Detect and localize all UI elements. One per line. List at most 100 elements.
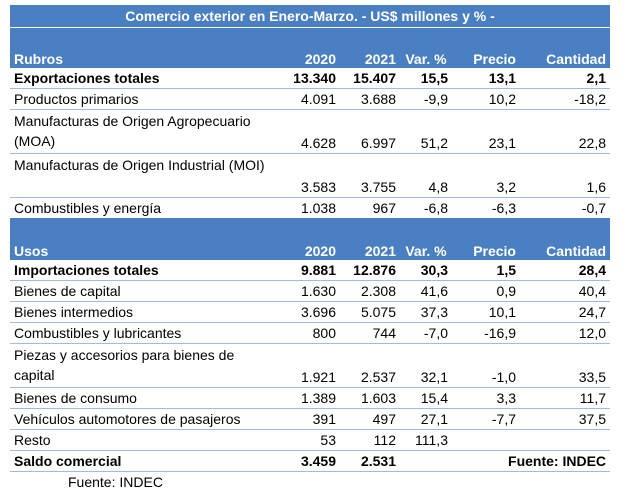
row-value-c2: 1.603 [340, 387, 400, 409]
row-value-c5: 22,8 [520, 109, 611, 154]
row-label: Manufacturas de Origen Agropecuario (MOA… [10, 109, 280, 154]
import-header-row: Usos 2020 2021 Var. % Precio Cantidad [10, 218, 611, 260]
row-value-c2: 3.755 [340, 153, 400, 198]
table-row: Bienes de consumo 1.389 1.603 15,4 3,3 11,7 [10, 387, 611, 409]
row-value-c5: 40,4 [520, 280, 611, 302]
row-value-c3: 51,2 [400, 109, 452, 154]
row-label: Combustibles y energía [10, 197, 280, 220]
row-value-c3: 27,1 [400, 408, 452, 430]
saldo-empty [400, 450, 452, 472]
row-value-c2: 3.688 [340, 88, 400, 110]
row-value-c1: 1.038 [280, 197, 340, 220]
table-row: Vehículos automotores de pasajeros 391 497… [10, 408, 611, 430]
header-cell-c3: Var. % [400, 27, 452, 68]
row-label: Piezas y accesorios para bienes de capit… [10, 343, 280, 388]
row-value-c3: 37,3 [400, 301, 452, 323]
row-value-c5: 37,5 [520, 408, 611, 430]
table-title-row: Comercio exterior en Enero-Marzo. - US$ … [10, 5, 611, 28]
row-label: Manufacturas de Origen Industrial (MOI) [10, 153, 280, 198]
row-value-c3: -7,0 [400, 322, 452, 344]
row-value-c3: -6,8 [400, 197, 452, 220]
row-value-c4: 3,2 [452, 153, 520, 198]
row-value-c5: -0,7 [520, 197, 611, 220]
header-cell-c1: 2020 [280, 27, 340, 68]
table-row: Bienes de capital 1.630 2.308 41,6 0,9 40,4 [10, 280, 611, 302]
row-value-c1: 9.881 [280, 260, 340, 281]
table-row: Manufacturas de Origen Industrial (MOI) 3… [10, 153, 611, 198]
row-value-c5: 11,7 [520, 387, 611, 409]
row-value-c2: 744 [340, 322, 400, 344]
saldo-value-2020: 3.459 [280, 450, 340, 472]
saldo-row: Saldo comercial 3.459 2.531 Fuente: INDEC [10, 450, 611, 472]
table-row: Resto 53 112 111,3 [10, 429, 611, 451]
trade-table: Comercio exterior en Enero-Marzo. - US$ … [10, 5, 611, 472]
row-value-c2: 5.075 [340, 301, 400, 323]
table-row: Piezas y accesorios para bienes de capit… [10, 343, 611, 388]
row-value-c3: -9,9 [400, 88, 452, 110]
row-value-c1: 1.630 [280, 280, 340, 302]
row-value-c4: 10,1 [452, 301, 520, 323]
row-label: Bienes de capital [10, 280, 280, 302]
row-label: Bienes de consumo [10, 387, 280, 409]
header-cell-c2: 2021 [340, 27, 400, 68]
row-value-c5: 28,4 [520, 260, 611, 281]
row-value-c5: 12,0 [520, 322, 611, 344]
header-cell-c3: Var. % [400, 218, 452, 260]
row-value-c2: 497 [340, 408, 400, 430]
table-row: Combustibles y energía 1.038 967 -6,8 -6,3 -0… [10, 197, 611, 220]
row-value-c3: 15,4 [400, 387, 452, 409]
row-value-c4: 13,1 [452, 68, 520, 89]
row-value-c4: 0,9 [452, 280, 520, 302]
table-row: Exportaciones totales 13.340 15.407 15,5 13,… [10, 68, 611, 89]
export-header-row: Rubros 2020 2021 Var. % Precio Cantidad [10, 27, 611, 68]
row-value-c2: 2.537 [340, 343, 400, 388]
row-value-c3: 4,8 [400, 153, 452, 198]
row-value-c4: -16,9 [452, 322, 520, 344]
table-row: Combustibles y lubricantes 800 744 -7,0 -16,… [10, 322, 611, 344]
row-value-c5: 2,1 [520, 68, 611, 89]
table-row: Manufacturas de Origen Agropecuario (MOA… [10, 109, 611, 154]
trade-table-body: Comercio exterior en Enero-Marzo. - US$ … [10, 5, 611, 472]
row-value-c5 [520, 429, 611, 451]
row-value-c3: 15,5 [400, 68, 452, 89]
row-value-c4: 3,3 [452, 387, 520, 409]
row-value-c4: 1,5 [452, 260, 520, 281]
table-row: Bienes intermedios 3.696 5.075 37,3 10,1 24,7 [10, 301, 611, 323]
saldo-value-2021: 2.531 [340, 450, 400, 472]
table-row: Importaciones totales 9.881 12.876 30,3 1,5 2… [10, 260, 611, 281]
header-cell-c1: 2020 [280, 218, 340, 260]
row-value-c2: 6.997 [340, 109, 400, 154]
header-cell-label: Rubros [10, 27, 280, 68]
table-title: Comercio exterior en Enero-Marzo. - US$ … [10, 5, 611, 28]
row-value-c5: 33,5 [520, 343, 611, 388]
header-cell-c5: Cantidad [520, 218, 611, 260]
row-value-c5: 1,6 [520, 153, 611, 198]
row-value-c2: 112 [340, 429, 400, 451]
row-value-c1: 4.628 [280, 109, 340, 154]
row-value-c4: -6,3 [452, 197, 520, 220]
row-label: Resto [10, 429, 280, 451]
saldo-source: Fuente: INDEC [452, 450, 611, 472]
row-value-c1: 1.921 [280, 343, 340, 388]
row-value-c1: 3.583 [280, 153, 340, 198]
table-row: Productos primarios 4.091 3.688 -9,9 10,2 -18… [10, 88, 611, 110]
row-value-c1: 53 [280, 429, 340, 451]
row-value-c4: -7,7 [452, 408, 520, 430]
row-value-c4: 23,1 [452, 109, 520, 154]
row-value-c4: -1,0 [452, 343, 520, 388]
trade-table-container: Comercio exterior en Enero-Marzo. - US$ … [10, 5, 611, 490]
footer-source: Fuente: INDEC [68, 474, 163, 490]
row-value-c1: 4.091 [280, 88, 340, 110]
row-value-c3: 41,6 [400, 280, 452, 302]
row-value-c4 [452, 429, 520, 451]
row-value-c1: 800 [280, 322, 340, 344]
row-value-c1: 1.389 [280, 387, 340, 409]
row-value-c3: 111,3 [400, 429, 452, 451]
row-value-c1: 3.696 [280, 301, 340, 323]
row-value-c3: 30,3 [400, 260, 452, 281]
row-value-c5: 24,7 [520, 301, 611, 323]
header-cell-label: Usos [10, 218, 280, 260]
row-value-c1: 13.340 [280, 68, 340, 89]
row-value-c3: 32,1 [400, 343, 452, 388]
row-value-c2: 12.876 [340, 260, 400, 281]
